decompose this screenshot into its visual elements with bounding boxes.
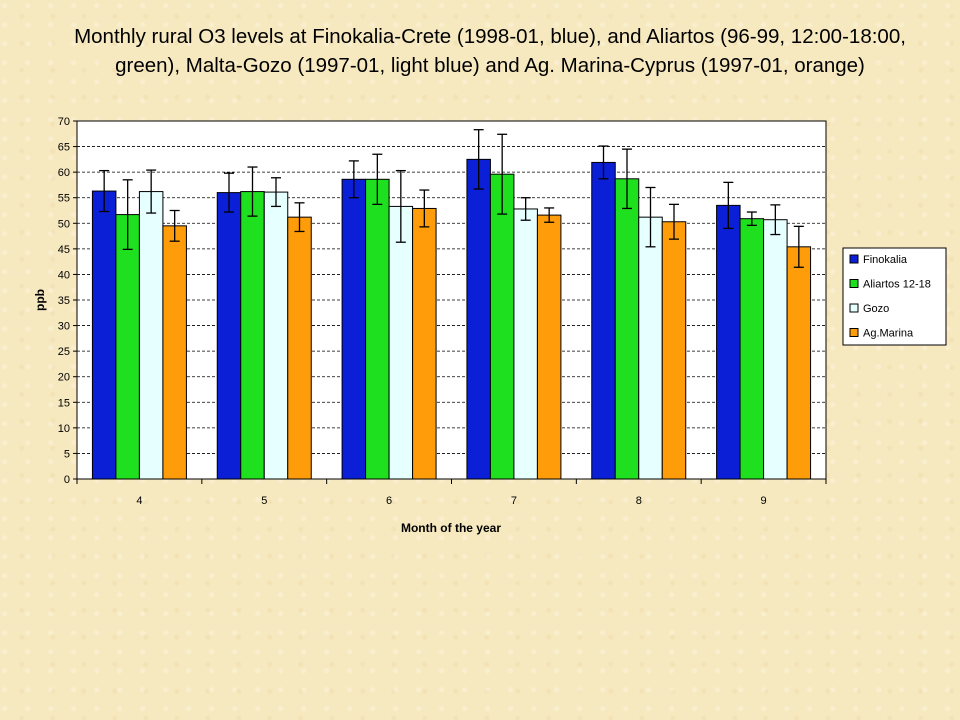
bar: [115, 214, 140, 480]
x-tick-label: 4: [136, 495, 142, 507]
legend-label: Finokalia: [863, 254, 908, 266]
bar: [162, 225, 187, 480]
legend-label: Ag.Marina: [863, 328, 914, 340]
plot-area: [76, 120, 827, 480]
legend-swatch: [849, 303, 859, 313]
y-tick-label: 70: [58, 116, 70, 128]
bar: [638, 216, 663, 480]
legend-label: Aliartos 12-18: [863, 279, 931, 291]
bar: [661, 221, 687, 480]
legend-label: Gozo: [863, 303, 889, 315]
legend: Finokalia Aliartos 12-18 Gozo Ag.Marina: [842, 247, 947, 346]
x-tick-label: 7: [511, 495, 517, 507]
bar: [216, 192, 242, 480]
bar: [591, 161, 616, 480]
bar: [763, 219, 788, 480]
bar: [287, 216, 312, 480]
x-tick-label: 8: [636, 495, 642, 507]
bars: [91, 158, 812, 480]
y-tick-label: 60: [58, 167, 70, 179]
legend-swatch: [849, 254, 859, 264]
y-tick-label: 5: [64, 448, 70, 460]
bar: [263, 191, 289, 480]
bar: [614, 178, 640, 480]
error-bars: [99, 129, 804, 268]
y-tick-label: 40: [58, 269, 70, 281]
bar: [138, 191, 164, 480]
bar: [388, 205, 414, 480]
bar: [412, 207, 437, 480]
x-tick-label: 9: [761, 495, 767, 507]
y-axis: 0 5 10 15 20 25 30 35 40 45 50 55 60 65 70: [58, 116, 77, 486]
bar: [786, 246, 812, 480]
chart-title: Monthly rural O3 levels at Finokalia-Cre…: [60, 22, 920, 80]
bar: [739, 218, 765, 480]
y-tick-label: 45: [58, 244, 70, 256]
bar: [489, 173, 515, 480]
legend-swatch: [849, 328, 859, 337]
y-tick-label: 30: [58, 321, 70, 333]
bar: [716, 204, 741, 480]
chart-title-line-1: Monthly rural O3 levels at Finokalia-Cre…: [74, 25, 906, 48]
chart-title-line-2: green), Malta-Gozo (1997-01, light blue)…: [115, 54, 865, 77]
x-tick-label: 6: [386, 495, 392, 507]
bar: [536, 214, 562, 480]
y-tick-label: 35: [58, 295, 70, 307]
bar: [365, 178, 390, 480]
y-tick-label: 25: [58, 346, 70, 358]
y-tick-label: 0: [64, 474, 70, 486]
bar: [513, 208, 538, 480]
y-tick-label: 65: [58, 142, 70, 154]
x-tick-label: 5: [261, 495, 267, 507]
y-tick-label: 55: [58, 193, 70, 205]
y-tick-label: 15: [58, 397, 70, 409]
y-axis-title: ppb: [33, 289, 47, 311]
bar: [341, 178, 367, 480]
y-tick-label: 50: [58, 218, 70, 230]
legend-swatch: [849, 279, 859, 288]
x-axis-title: Month of the year: [401, 521, 501, 535]
x-axis: 4 5 6 7 8 9: [76, 479, 827, 507]
y-tick-label: 10: [58, 423, 70, 435]
y-tick-label: 20: [58, 372, 70, 384]
bar: [466, 158, 491, 480]
bar: [240, 191, 265, 480]
legend-box: [842, 247, 947, 346]
bar: [91, 190, 117, 480]
